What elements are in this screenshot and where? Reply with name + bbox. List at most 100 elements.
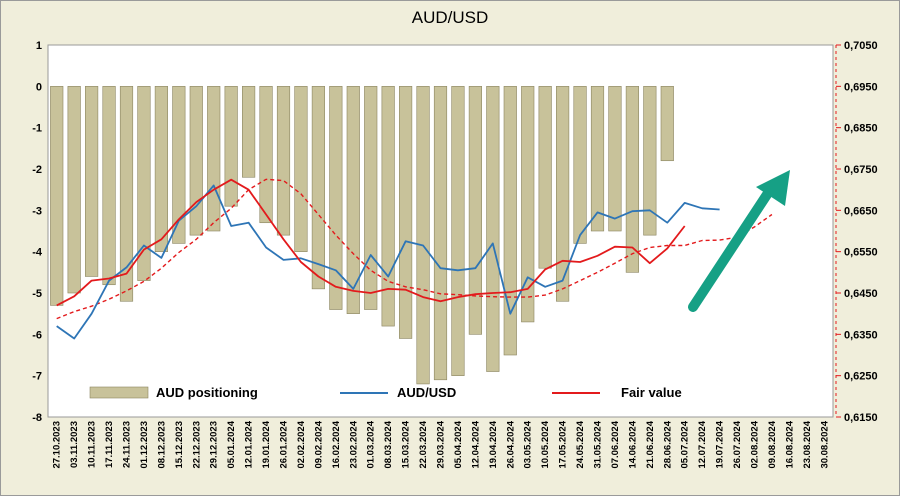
left-axis-tick-label: -6 xyxy=(32,329,42,341)
x-axis-tick-label: 19.07.2024 xyxy=(715,420,726,468)
right-axis-tick-label: 0,6750 xyxy=(844,164,878,176)
positioning-bar xyxy=(556,86,570,302)
left-axis-tick-label: -3 xyxy=(32,205,42,217)
x-axis-tick-label: 12.07.2024 xyxy=(697,420,708,468)
fair-value-line xyxy=(56,178,686,307)
x-axis-tick-label: 16.08.2024 xyxy=(784,420,795,468)
positioning-bar xyxy=(172,86,186,244)
x-axis-tick-label: 23.02.2024 xyxy=(348,420,359,468)
left-axis-tick-label: -4 xyxy=(32,247,43,259)
x-axis-tick-label: 24.11.2023 xyxy=(122,421,133,468)
x-axis-tick-label: 02.02.2024 xyxy=(296,420,307,468)
positioning-bar xyxy=(102,86,116,286)
x-axis-tick-label: 01.03.2024 xyxy=(366,420,377,468)
arrow-head xyxy=(756,170,790,206)
positioning-bar xyxy=(276,86,291,236)
positioning-bar xyxy=(573,86,587,244)
arrow-shaft xyxy=(688,185,775,312)
x-axis-tick-label: 07.06.2024 xyxy=(610,420,621,468)
right-axis-tick-label: 0,6150 xyxy=(844,412,878,424)
x-axis-tick-label: 26.04.2024 xyxy=(505,420,516,468)
right-axis-tick-label: 0,6650 xyxy=(844,205,878,217)
x-axis-tick-label: 15.12.2023 xyxy=(174,421,185,469)
right-axis-tick-label: 0,6950 xyxy=(844,81,878,93)
legend-label-audusd: AUD/USD xyxy=(397,385,456,400)
positioning-bar xyxy=(50,86,64,306)
left-axis-tick-label: 0 xyxy=(36,81,42,93)
positioning-bar xyxy=(590,86,605,232)
right-axis-tick-label: 0,7050 xyxy=(844,40,878,52)
x-axis-tick-label: 19.04.2024 xyxy=(488,420,499,468)
positioning-bar xyxy=(468,86,482,335)
x-axis-tick-label: 01.12.2023 xyxy=(139,421,150,469)
x-axis-tick-label: 27.10.2023 xyxy=(52,421,63,469)
series-lines xyxy=(56,178,773,340)
x-axis-tick-label: 29.12.2023 xyxy=(209,421,220,469)
left-axis-tick-label: -1 xyxy=(32,123,42,135)
trend-arrow xyxy=(688,170,790,312)
positioning-bar xyxy=(311,86,325,290)
x-axis-tick-label: 08.12.2023 xyxy=(156,421,167,469)
positioning-bar xyxy=(224,86,238,207)
x-axis-tick-label: 12.04.2024 xyxy=(470,420,481,468)
positioning-bar xyxy=(137,86,151,281)
positioning-bar xyxy=(242,86,256,178)
legend: AUD positioning AUD/USD Fair value xyxy=(89,385,682,400)
x-axis-tick-label: 10.05.2024 xyxy=(540,420,551,468)
positioning-bar xyxy=(364,86,378,310)
positioning-bar xyxy=(85,86,99,277)
x-axis-tick-label: 05.01.2024 xyxy=(226,420,237,468)
left-axis-tick-label: -5 xyxy=(32,288,42,300)
positioning-bar xyxy=(294,86,308,252)
positioning-bar xyxy=(503,86,517,356)
x-axis-tick-label: 22.12.2023 xyxy=(191,421,202,469)
right-axis-tick-label: 0,6350 xyxy=(844,329,878,341)
positioning-bar xyxy=(119,86,134,302)
x-axis-tick-label: 26.01.2024 xyxy=(279,420,290,468)
x-axis-tick-label: 09.02.2024 xyxy=(313,420,324,468)
right-axis-tick-label: 0,6850 xyxy=(844,123,878,135)
x-axis-tick-label: 24.05.2024 xyxy=(575,420,586,468)
x-axis-tick-label: 05.04.2024 xyxy=(453,420,464,468)
x-axis-tick-label: 08.03.2024 xyxy=(383,420,394,468)
positioning-bar xyxy=(643,86,657,236)
right-axis-tick-label: 0,6450 xyxy=(844,288,878,300)
x-axis-tick-label: 05.07.2024 xyxy=(680,420,691,468)
positioning-bar xyxy=(329,86,343,310)
x-axis-tick-label: 09.08.2024 xyxy=(767,420,778,468)
x-axis-tick-label: 31.05.2024 xyxy=(593,420,604,468)
x-axis-tick-label: 26.07.2024 xyxy=(732,420,743,468)
x-axis-tick-label: 19.01.2024 xyxy=(261,420,272,468)
positioning-bar xyxy=(381,86,395,327)
chart-title: AUD/USD xyxy=(411,8,489,27)
positioning-bar xyxy=(660,86,674,162)
positioning-bar xyxy=(608,86,622,232)
left-axis-tick-label: -2 xyxy=(32,164,42,176)
legend-label-positioning: AUD positioning xyxy=(156,385,258,400)
fair-value-trend-line xyxy=(56,178,773,320)
positioning-bar xyxy=(451,86,465,376)
x-axis-tick-label: 14.06.2024 xyxy=(627,420,638,468)
axes: 1 0 -1 -2 -3 -4 -5 -6 -7 -8 0,7050 0,6950 0,6850 0,67… xyxy=(32,40,877,469)
right-axis-tick-label: 0,6550 xyxy=(844,247,878,259)
legend-label-fair-value: Fair value xyxy=(621,385,682,400)
left-axis-tick-label: -8 xyxy=(32,412,42,424)
x-axis-tick-label: 03.05.2024 xyxy=(523,420,534,468)
x-axis-tick-label: 03.11.2023 xyxy=(69,421,80,468)
positioning-bar xyxy=(486,86,500,372)
x-axis-tick-label: 30.08.2024 xyxy=(819,420,830,468)
positioning-bar xyxy=(433,86,448,381)
right-axis-tick-label: 0,6250 xyxy=(844,371,878,383)
x-axis-tick-label: 17.05.2024 xyxy=(558,420,569,468)
x-axis-tick-label: 28.06.2024 xyxy=(662,420,673,468)
positioning-bar xyxy=(625,86,639,273)
positioning-bar xyxy=(259,86,273,224)
positioning-bar xyxy=(416,86,430,385)
positioning-bar xyxy=(154,86,168,252)
left-axis-tick-label: 1 xyxy=(36,40,42,52)
x-axis-tick-label: 16.02.2024 xyxy=(331,420,342,468)
x-axis-tick-label: 02.08.2024 xyxy=(750,420,761,468)
positioning-bar xyxy=(521,86,535,323)
x-axis-tick-label: 22.03.2024 xyxy=(418,420,429,468)
